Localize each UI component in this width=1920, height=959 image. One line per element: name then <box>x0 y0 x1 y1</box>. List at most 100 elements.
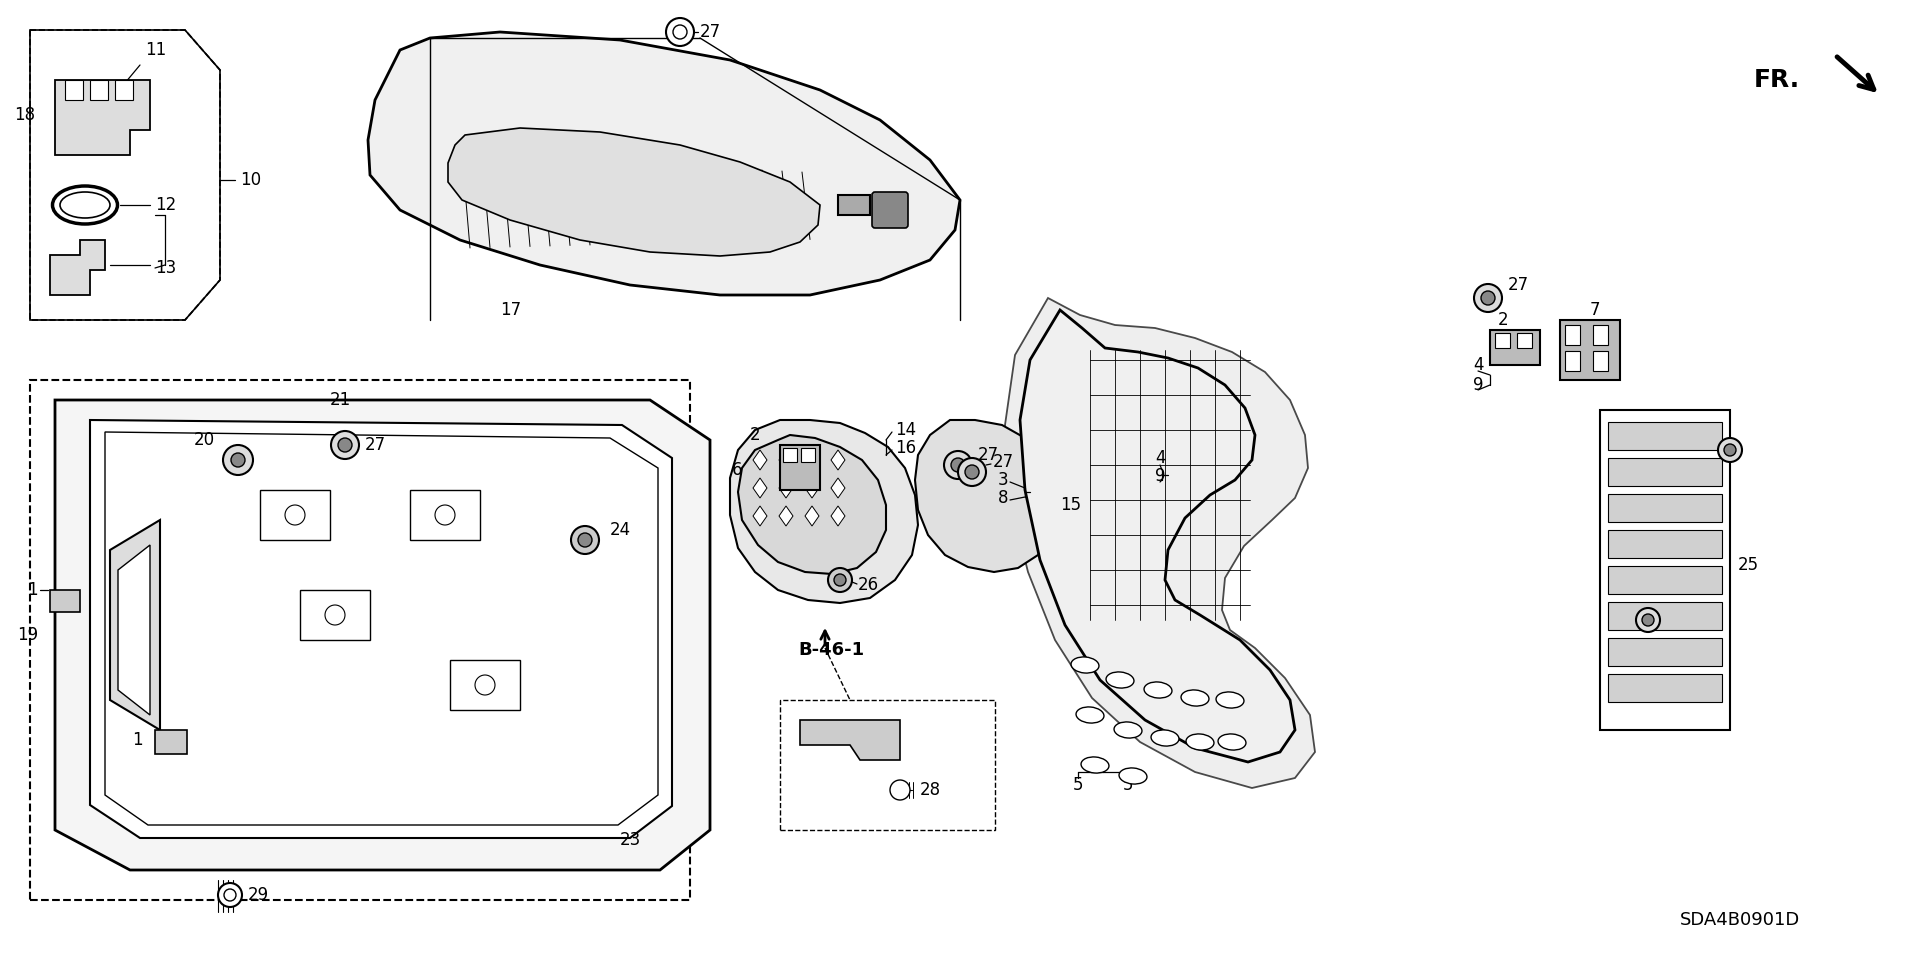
Circle shape <box>225 889 236 901</box>
Text: 20: 20 <box>194 431 215 449</box>
Circle shape <box>474 675 495 695</box>
Circle shape <box>966 465 979 479</box>
Bar <box>1609 566 1722 594</box>
Polygon shape <box>831 478 845 498</box>
Polygon shape <box>783 448 797 462</box>
Polygon shape <box>780 445 820 490</box>
Circle shape <box>945 451 972 479</box>
Bar <box>156 730 186 754</box>
Text: 9: 9 <box>1473 376 1484 394</box>
Bar <box>50 590 81 612</box>
Text: 28: 28 <box>920 781 941 799</box>
Polygon shape <box>831 450 845 470</box>
Text: 9: 9 <box>1154 467 1165 485</box>
Ellipse shape <box>1215 692 1244 708</box>
Ellipse shape <box>1150 730 1179 746</box>
Polygon shape <box>804 450 820 470</box>
Circle shape <box>1642 614 1653 626</box>
Circle shape <box>958 458 987 486</box>
Polygon shape <box>90 80 108 100</box>
Text: 24: 24 <box>611 521 632 539</box>
Circle shape <box>1636 608 1661 632</box>
Ellipse shape <box>52 186 117 224</box>
Polygon shape <box>780 506 793 526</box>
Polygon shape <box>804 506 820 526</box>
Circle shape <box>1724 444 1736 456</box>
Text: 27: 27 <box>977 446 998 464</box>
Ellipse shape <box>1217 734 1246 750</box>
FancyBboxPatch shape <box>872 192 908 228</box>
Ellipse shape <box>1187 734 1213 750</box>
Text: B-46-1: B-46-1 <box>799 641 864 659</box>
Polygon shape <box>31 30 221 320</box>
Circle shape <box>578 533 591 547</box>
Bar <box>411 490 480 540</box>
Polygon shape <box>90 420 672 838</box>
Polygon shape <box>753 506 766 526</box>
Circle shape <box>666 18 693 46</box>
Text: 17: 17 <box>499 301 520 319</box>
Circle shape <box>950 458 966 472</box>
Text: 26: 26 <box>858 576 879 594</box>
Polygon shape <box>753 478 766 498</box>
Circle shape <box>223 445 253 475</box>
Text: 21: 21 <box>330 391 351 409</box>
Circle shape <box>330 431 359 459</box>
Text: 6: 6 <box>732 461 741 479</box>
Ellipse shape <box>1081 757 1110 773</box>
Text: 18: 18 <box>13 106 35 124</box>
Polygon shape <box>1004 298 1315 788</box>
Polygon shape <box>753 450 766 470</box>
Polygon shape <box>1559 320 1620 380</box>
Polygon shape <box>780 450 793 470</box>
Ellipse shape <box>1114 722 1142 738</box>
Text: FR.: FR. <box>1753 68 1801 92</box>
Polygon shape <box>1594 325 1609 345</box>
Bar <box>1609 602 1722 630</box>
Text: 5: 5 <box>1073 776 1083 794</box>
Polygon shape <box>1594 351 1609 371</box>
Text: 14: 14 <box>895 421 916 439</box>
Polygon shape <box>1565 325 1580 345</box>
Bar <box>1609 458 1722 486</box>
Polygon shape <box>730 420 918 603</box>
Circle shape <box>230 453 246 467</box>
Polygon shape <box>50 240 106 295</box>
Text: 10: 10 <box>240 171 261 189</box>
Circle shape <box>338 438 351 452</box>
Text: 13: 13 <box>156 259 177 277</box>
Text: 15: 15 <box>1060 496 1081 514</box>
Bar <box>780 700 995 830</box>
Polygon shape <box>804 478 820 498</box>
Circle shape <box>1718 438 1741 462</box>
Polygon shape <box>117 545 150 715</box>
Text: 4: 4 <box>1154 449 1165 467</box>
Circle shape <box>674 25 687 39</box>
Circle shape <box>570 526 599 554</box>
Text: 16: 16 <box>895 439 916 457</box>
Bar <box>449 660 520 710</box>
Ellipse shape <box>1075 707 1104 723</box>
Bar <box>1609 530 1722 558</box>
Bar <box>259 490 330 540</box>
Text: 12: 12 <box>156 196 177 214</box>
Ellipse shape <box>1106 672 1135 688</box>
Polygon shape <box>106 432 659 825</box>
Polygon shape <box>115 80 132 100</box>
Ellipse shape <box>1181 690 1210 706</box>
Polygon shape <box>1490 330 1540 365</box>
Polygon shape <box>1565 351 1580 371</box>
Polygon shape <box>1496 333 1509 348</box>
Polygon shape <box>916 420 1054 572</box>
Text: 2: 2 <box>1498 311 1509 329</box>
Bar <box>1609 494 1722 522</box>
Ellipse shape <box>1144 682 1171 698</box>
Circle shape <box>219 883 242 907</box>
Text: 5: 5 <box>1123 776 1133 794</box>
Text: 1: 1 <box>132 731 142 749</box>
Text: 27: 27 <box>993 453 1014 471</box>
Polygon shape <box>56 400 710 870</box>
Circle shape <box>828 568 852 592</box>
Polygon shape <box>801 448 814 462</box>
Text: 19: 19 <box>17 626 38 644</box>
